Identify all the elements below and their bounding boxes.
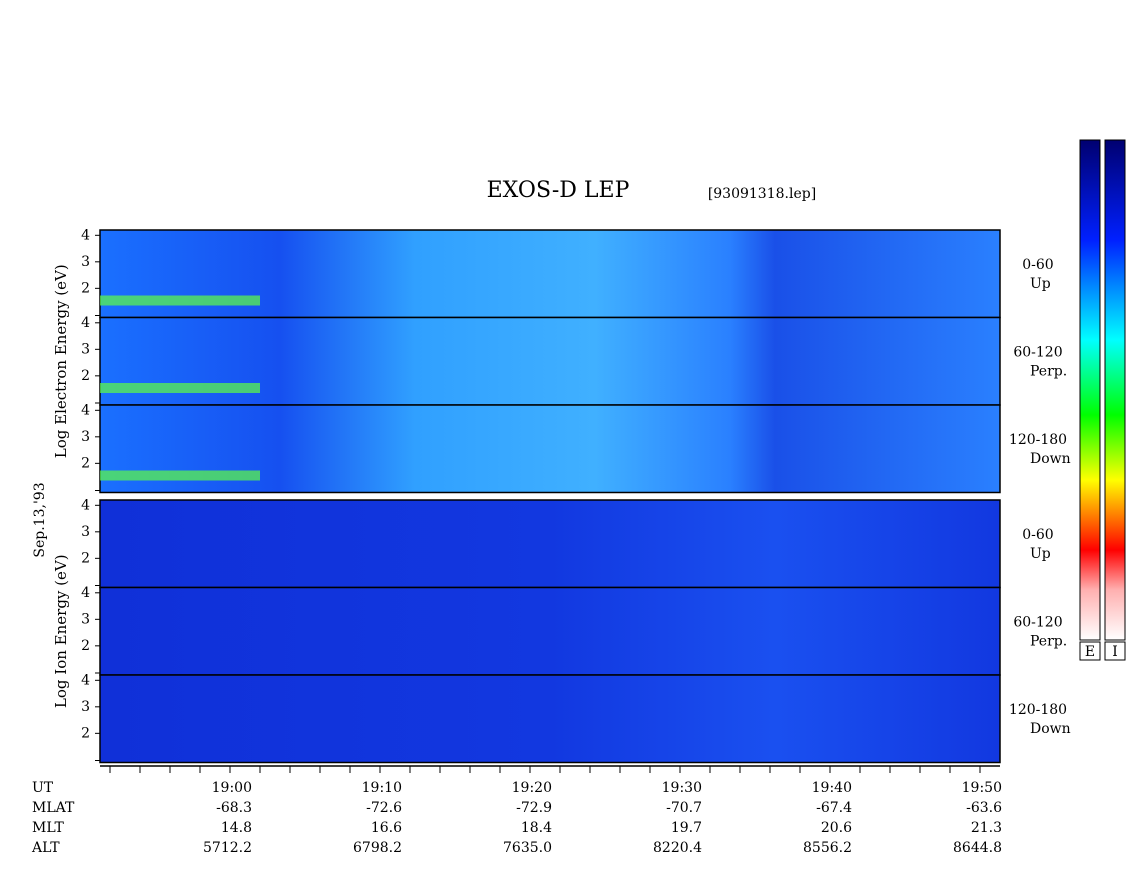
direction-label: Up	[1030, 276, 1051, 292]
colorbar	[1104, 139, 1126, 641]
row-name: MLAT	[32, 800, 75, 816]
low-energy-band	[100, 295, 260, 306]
row-value: 19:30	[662, 780, 702, 796]
spectrogram	[99, 499, 1001, 589]
colorbar-key: E	[1085, 644, 1095, 660]
pitch-label: 60-120	[1013, 345, 1062, 361]
y-tick-label: 2	[81, 280, 90, 296]
y-tick-label: 2	[81, 368, 90, 384]
pitch-label: 120-180	[1009, 702, 1067, 718]
row-value: -67.4	[816, 800, 852, 816]
row-value: -63.6	[966, 800, 1002, 816]
row-value: 5712.2	[203, 840, 252, 856]
row-name: MLT	[32, 820, 64, 836]
row-value: 14.8	[221, 820, 252, 836]
row-name: ALT	[31, 840, 60, 856]
direction-label: Perp.	[1030, 364, 1067, 380]
row-value: 19:50	[962, 780, 1002, 796]
species-label: Log Electron Energy (eV)	[52, 264, 70, 458]
colorbar-key: I	[1112, 644, 1118, 660]
row-value: 21.3	[971, 820, 1002, 836]
low-energy-band	[100, 383, 260, 393]
row-value: -70.7	[666, 800, 702, 816]
row-value: -72.9	[516, 800, 552, 816]
row-value: 20.6	[821, 820, 852, 836]
date: Sep.13,'93	[32, 482, 48, 557]
y-tick-label: 4	[81, 315, 90, 331]
row-value: 19:20	[512, 780, 552, 796]
colorbar-key-box	[1079, 641, 1101, 661]
species-label: Log Ion Energy (eV)	[52, 554, 70, 708]
row-value: 19:10	[362, 780, 402, 796]
y-tick-label: 3	[81, 524, 90, 540]
y-tick-label: 3	[81, 341, 90, 357]
y-tick-label: 3	[81, 699, 90, 715]
row-value: 18.4	[521, 820, 552, 836]
pitch-label: 0-60	[1022, 527, 1053, 543]
spectrogram	[99, 586, 1001, 676]
row-value: 16.6	[371, 820, 402, 836]
row-value: 19:40	[812, 780, 852, 796]
row-value: -72.6	[366, 800, 402, 816]
row-value: 8220.4	[653, 840, 702, 856]
direction-label: Perp.	[1030, 634, 1067, 650]
colorbar-key-box	[1104, 641, 1126, 661]
y-tick-label: 2	[81, 725, 90, 741]
row-value: 7635.0	[503, 840, 552, 856]
y-tick-label: 3	[81, 254, 90, 270]
spectrogram	[99, 674, 1001, 764]
pitch-label: 60-120	[1013, 615, 1062, 631]
file-name: [93091318.lep]	[708, 186, 816, 202]
y-tick-label: 2	[81, 455, 90, 471]
title: EXOS-D LEP	[487, 178, 630, 203]
row-value: 8556.2	[803, 840, 852, 856]
row-value: -68.3	[216, 800, 252, 816]
y-tick-label: 2	[81, 550, 90, 566]
direction-label: Down	[1030, 451, 1071, 467]
y-tick-label: 4	[81, 497, 90, 513]
y-tick-label: 4	[81, 402, 90, 418]
row-value: 19.7	[671, 820, 702, 836]
low-energy-band	[100, 470, 260, 481]
direction-label: Down	[1030, 721, 1071, 737]
y-tick-label: 4	[81, 672, 90, 688]
row-name: UT	[32, 780, 54, 796]
pitch-label: 120-180	[1009, 432, 1067, 448]
row-value: 8644.8	[953, 840, 1002, 856]
y-tick-label: 4	[81, 585, 90, 601]
y-tick-label: 3	[81, 611, 90, 627]
y-tick-label: 4	[81, 227, 90, 243]
colorbar	[1079, 139, 1101, 641]
pitch-label: 0-60	[1022, 257, 1053, 273]
row-value: 6798.2	[353, 840, 402, 856]
direction-label: Up	[1030, 546, 1051, 562]
y-tick-label: 3	[81, 429, 90, 445]
row-value: 19:00	[212, 780, 252, 796]
y-tick-label: 2	[81, 638, 90, 654]
